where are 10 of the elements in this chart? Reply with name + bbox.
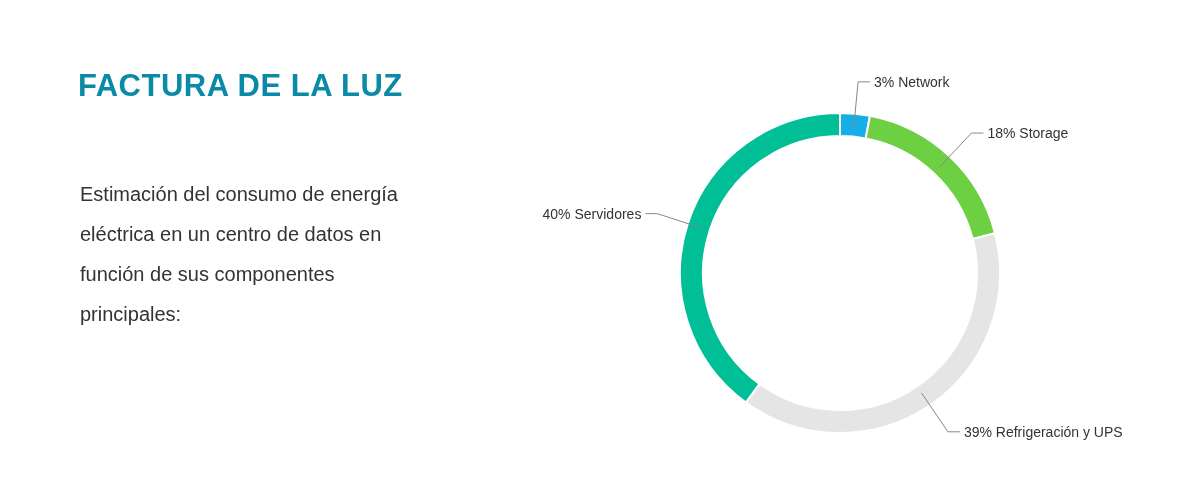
slice-label: Servidores: [574, 205, 642, 222]
text: Estimación del consumo de energía eléctrica en un centro de datos en función de sus componentes principales:: [80, 182, 399, 327]
text: FACTURA DE LA LUZ: [78, 68, 403, 104]
data-label: 40%: [542, 205, 571, 222]
slice-label: Network: [898, 73, 950, 90]
slice-label: Refrigeración y UPS: [995, 423, 1123, 440]
data-label: 3%: [874, 73, 895, 90]
data-label: 39%: [963, 423, 992, 440]
slice-label: Storage: [1019, 124, 1069, 141]
data-label: 18%: [987, 124, 1016, 141]
